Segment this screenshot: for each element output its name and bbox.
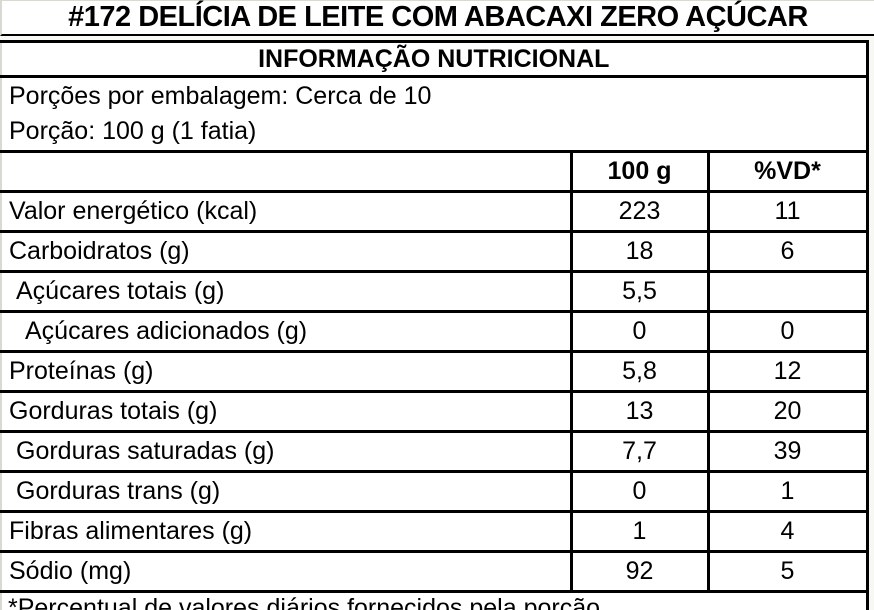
nutrient-name: Sódio (mg)	[0, 550, 573, 593]
nutrient-name: Valor energético (kcal)	[0, 190, 573, 233]
nutrient-name: Açúcares totais (g)	[0, 270, 573, 313]
nutrient-daily-value: 39	[706, 430, 869, 473]
footnote-row: *Percentual de valores diários fornecido…	[0, 590, 869, 610]
nutrient-row: Proteínas (g) 5,8 12	[0, 350, 869, 393]
nutrient-row: Fibras alimentares (g) 1 4	[0, 510, 869, 553]
info-header-row: INFORMAÇÃO NUTRICIONAL	[0, 40, 869, 78]
nutrient-amount: 5,8	[569, 350, 710, 393]
nutrition-table: INFORMAÇÃO NUTRICIONAL Porções por embal…	[0, 40, 869, 610]
nutrient-amount: 13	[569, 390, 710, 433]
nutrient-daily-value: 4	[706, 510, 869, 553]
nutrient-row: Açúcares adicionados (g) 0 0	[0, 310, 869, 353]
nutrient-row: Gorduras totais (g) 13 20	[0, 390, 869, 433]
nutrient-amount: 5,5	[569, 270, 710, 313]
nutrient-name: Carboidratos (g)	[0, 230, 573, 273]
nutrient-amount: 0	[569, 470, 710, 513]
nutrient-daily-value: 12	[706, 350, 869, 393]
nutrient-daily-value	[706, 270, 869, 313]
nutrient-amount: 0	[569, 310, 710, 353]
nutrient-daily-value: 1	[706, 470, 869, 513]
nutrient-amount: 7,7	[569, 430, 710, 473]
nutrient-row: Gorduras saturadas (g) 7,7 39	[0, 430, 869, 473]
nutrient-daily-value: 6	[706, 230, 869, 273]
nutrient-amount: 92	[569, 550, 710, 593]
nutrient-amount: 1	[569, 510, 710, 553]
serving-size: Porção: 100 g (1 fatia)	[9, 117, 257, 145]
servings-row: Porções por embalagem: Cerca de 10 Porçã…	[0, 75, 869, 153]
column-header-empty	[0, 150, 573, 193]
info-header: INFORMAÇÃO NUTRICIONAL	[0, 40, 869, 78]
product-title: #172 DELÍCIA DE LEITE COM ABACAXI ZERO A…	[0, 0, 874, 36]
nutrient-row: Sódio (mg) 92 5	[0, 550, 869, 593]
column-header-amount: 100 g	[569, 150, 710, 193]
nutrient-daily-value: 0	[706, 310, 869, 353]
nutrient-daily-value: 20	[706, 390, 869, 433]
nutrient-name: Açúcares adicionados (g)	[0, 310, 573, 353]
nutrient-name: Gorduras saturadas (g)	[0, 430, 573, 473]
nutrient-row: Açúcares totais (g) 5,5	[0, 270, 869, 313]
nutrition-table-body: INFORMAÇÃO NUTRICIONAL Porções por embal…	[0, 40, 869, 593]
nutrient-daily-value: 11	[706, 190, 869, 233]
footnote: *Percentual de valores diários fornecido…	[0, 590, 869, 610]
nutrient-row: Valor energético (kcal) 223 11	[0, 190, 869, 233]
nutrient-name: Gorduras trans (g)	[0, 470, 573, 513]
servings-per-package: Porções por embalagem: Cerca de 10	[9, 82, 432, 110]
nutrient-amount: 223	[569, 190, 710, 233]
nutrient-daily-value: 5	[706, 550, 869, 593]
nutrition-table-footer: *Percentual de valores diários fornecido…	[0, 590, 869, 610]
servings-cell: Porções por embalagem: Cerca de 10 Porçã…	[0, 75, 869, 153]
nutrient-amount: 18	[569, 230, 710, 273]
nutrient-name: Gorduras totais (g)	[0, 390, 573, 433]
nutrient-name: Fibras alimentares (g)	[0, 510, 573, 553]
nutrient-row: Gorduras trans (g) 0 1	[0, 470, 869, 513]
nutrient-name: Proteínas (g)	[0, 350, 573, 393]
column-header-row: 100 g %VD*	[0, 150, 869, 193]
nutrient-row: Carboidratos (g) 18 6	[0, 230, 869, 273]
column-header-daily-value: %VD*	[706, 150, 869, 193]
